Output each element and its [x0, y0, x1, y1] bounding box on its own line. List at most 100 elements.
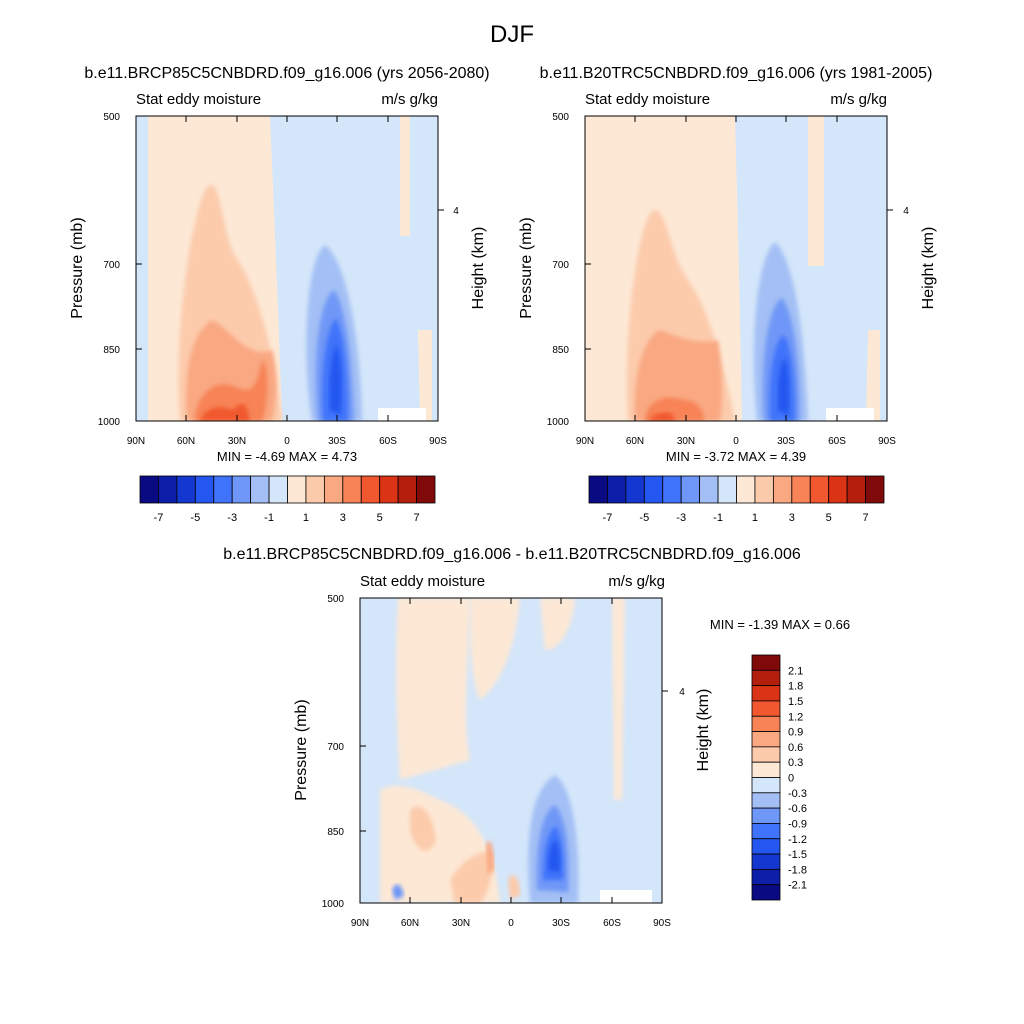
colorbar-swatch [416, 475, 436, 504]
colorbar-label: 3 [340, 512, 346, 524]
colorbar-swatch [751, 853, 781, 870]
y-right-axis-label: Height (km) [920, 227, 937, 310]
colorbar-swatch [736, 475, 756, 504]
colorbar-swatch [607, 475, 627, 504]
colorbar-swatch [305, 475, 325, 504]
y-right-tick-label: 4 [903, 206, 909, 217]
x-tick-label: 60S [379, 436, 397, 447]
colorbar-swatch [287, 475, 307, 504]
colorbar-swatch [751, 731, 781, 748]
colorbar-swatch [751, 761, 781, 778]
stats-label: MIN = -1.39 MAX = 0.66 [710, 617, 850, 632]
x-tick-label: 60N [177, 436, 195, 447]
colorbar-label: -1.5 [788, 849, 807, 861]
colorbar-swatch [397, 475, 417, 504]
colorbar-label: -0.6 [788, 803, 807, 815]
colorbar-swatch [268, 475, 288, 504]
colorbar-label: -2.1 [788, 880, 807, 892]
colorbar-swatch [751, 868, 781, 886]
plot-field [136, 116, 438, 421]
colorbar-label: 3 [789, 512, 795, 524]
colorbar-swatch [751, 654, 781, 671]
panel-present: b.e11.B20TRC5CNBDRD.f09_g16.006 (yrs 198… [518, 65, 937, 524]
colorbar-label: 0.6 [788, 742, 803, 754]
y-tick-label: 500 [103, 112, 120, 123]
main-title: DJF [490, 21, 534, 48]
colorbar-label: -0.3 [788, 788, 807, 800]
colorbar-label: 7 [863, 512, 869, 524]
y-axis-label: Pressure (mb) [69, 217, 86, 318]
colorbar-swatch [865, 475, 885, 504]
colorbar-label: 1.5 [788, 696, 803, 708]
variable-label: Stat eddy moisture [360, 573, 485, 590]
colorbar-swatch [213, 475, 233, 504]
colorbar-swatch [751, 838, 781, 855]
colorbar-label: 0 [788, 773, 794, 785]
colorbar-swatch [680, 475, 701, 504]
colorbar-swatch [751, 669, 781, 687]
colorbar-swatch [751, 792, 781, 809]
colorbar-swatch [625, 475, 645, 504]
y-tick-label: 700 [103, 260, 120, 271]
x-tick-label: 90N [576, 436, 594, 447]
colorbar-swatch [751, 823, 781, 840]
x-tick-label: 30N [677, 436, 695, 447]
colorbar-horizontal: -7 -5 -3 -1 1 3 5 7 [588, 475, 885, 524]
colorbar-label: 0.3 [788, 757, 803, 769]
y-tick-label: 1000 [322, 899, 345, 910]
y-tick-label: 500 [552, 112, 569, 123]
colorbar-label: -3 [676, 512, 686, 524]
x-tick-label: 30N [452, 918, 470, 929]
colorbar-swatch [751, 715, 781, 732]
colorbar-label: -5 [190, 512, 200, 524]
colorbar-label: 1.2 [788, 711, 803, 723]
colorbar-swatch [158, 475, 178, 504]
y-tick-label: 500 [327, 594, 344, 605]
colorbar-label: 1 [303, 512, 309, 524]
variable-label: Stat eddy moisture [585, 91, 710, 108]
colorbar-swatch [828, 475, 848, 504]
y-tick-label: 850 [327, 827, 344, 838]
x-tick-label: 90N [127, 436, 145, 447]
panel-title: b.e11.BRCP85C5CNBDRD.f09_g16.006 - b.e11… [223, 546, 801, 563]
colorbar-swatch [751, 746, 781, 763]
colorbar-label: 7 [414, 512, 420, 524]
colorbar-swatch [194, 475, 215, 504]
colorbar-swatch [699, 475, 719, 504]
panel-difference: b.e11.BRCP85C5CNBDRD.f09_g16.006 - b.e11… [223, 546, 850, 929]
colorbar-label: -3 [227, 512, 237, 524]
colorbar-vertical: 2.1 1.8 1.5 1.2 0.9 0.6 0.3 0 -0.3 -0.6 -0.9 -1.2 -1… [751, 654, 807, 901]
y-tick-label: 1000 [547, 417, 570, 428]
y-right-tick-label: 4 [453, 206, 459, 217]
colorbar-swatch [176, 475, 196, 504]
x-tick-label: 60S [828, 436, 846, 447]
colorbar-label: 5 [826, 512, 832, 524]
colorbar-swatch [717, 475, 737, 504]
colorbar-swatch [772, 475, 793, 504]
x-tick-label: 90S [653, 918, 671, 929]
x-tick-label: 30N [228, 436, 246, 447]
colorbar-label: -1 [264, 512, 274, 524]
x-tick-label: 30S [777, 436, 795, 447]
y-tick-label: 700 [552, 260, 569, 271]
colorbar-swatch [751, 700, 781, 717]
x-tick-label: 0 [733, 436, 739, 447]
x-tick-label: 60S [603, 918, 621, 929]
colorbar-swatch [588, 475, 608, 504]
colorbar-swatch [751, 777, 781, 794]
colorbar-swatch [662, 475, 682, 504]
y-tick-label: 700 [327, 742, 344, 753]
panel-future: b.e11.BRCP85C5CNBDRD.f09_g16.006 (yrs 20… [69, 65, 490, 524]
panel-title: b.e11.BRCP85C5CNBDRD.f09_g16.006 (yrs 20… [84, 65, 489, 82]
units-label: m/s g/kg [830, 91, 887, 108]
x-tick-label: 60N [401, 918, 419, 929]
colorbar-swatch [754, 475, 774, 504]
plot-field [585, 116, 887, 421]
colorbar-label: -0.9 [788, 818, 807, 830]
x-tick-label: 90S [429, 436, 447, 447]
y-axis-label: Pressure (mb) [518, 217, 535, 318]
colorbar-swatch [360, 475, 381, 504]
y-axis-label: Pressure (mb) [293, 699, 310, 800]
variable-label: Stat eddy moisture [136, 91, 261, 108]
x-tick-label: 90N [351, 918, 369, 929]
